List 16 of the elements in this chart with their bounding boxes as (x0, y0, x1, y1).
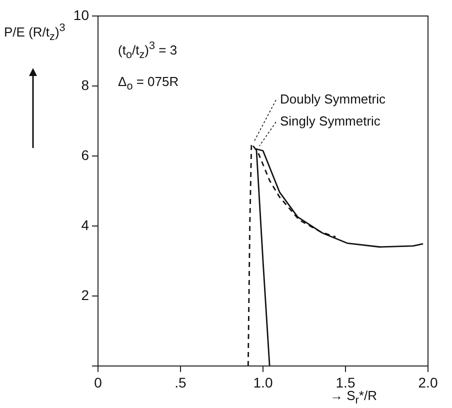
y-axis-title: P/E (R/t$_{z}$)$^{3}$ (4, 22, 66, 43)
x-tick-label: 1.5 (336, 374, 356, 390)
text: Doubly Symmetric (280, 92, 386, 107)
y-tick-label: 2 (81, 286, 90, 303)
x-axis-title: → S$_{r}$*/R (330, 388, 377, 407)
text: Singly Symmetric (280, 114, 381, 129)
annotation: Δ$_{o}$ = 075R (118, 74, 179, 93)
x-tick-label: .5 (174, 374, 187, 390)
annotation: (t$_{o}$/t$_{z}$)$^{3}$ = 3 (118, 40, 178, 61)
x-tick-label: 1.0 (253, 374, 273, 390)
y-tick-label: 8 (81, 76, 90, 93)
x-tick-label: 2.0 (418, 374, 438, 390)
y-tick-label: 4 (81, 216, 90, 233)
y-tick-label: 10 (73, 6, 90, 23)
x-tick-label: 0 (94, 374, 102, 390)
y-tick-label: 6 (81, 146, 90, 163)
